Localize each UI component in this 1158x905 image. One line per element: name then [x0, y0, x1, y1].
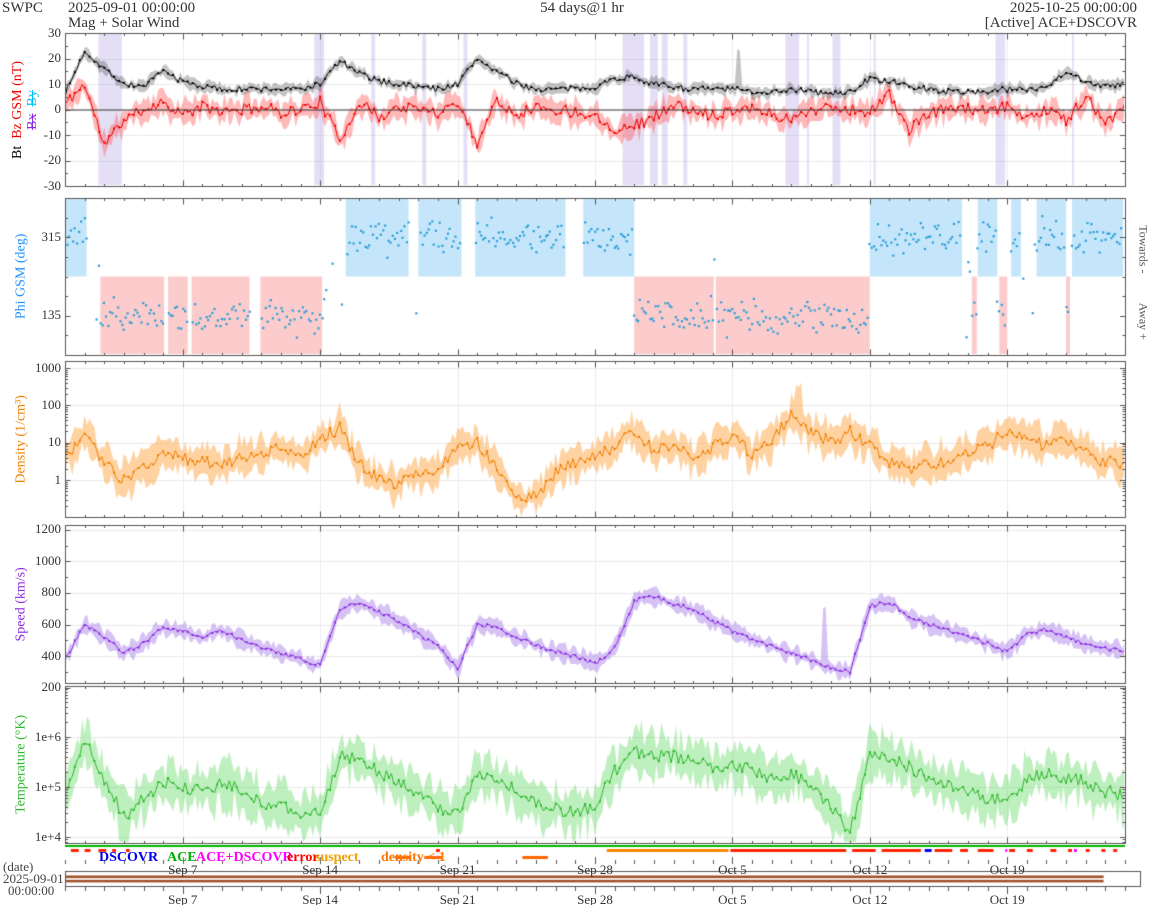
ytick-mag-0: 0 [54, 101, 62, 116]
end-datetime: 2025-10-25 00:00:00 [1009, 0, 1137, 16]
ytick-mag-10: 10 [48, 75, 61, 91]
xtick-label-row1-Oct 5: Oct 5 [718, 862, 747, 877]
away-sector-label: Away + [1136, 302, 1151, 340]
xtick-label-row2-Sep 28: Sep 28 [577, 892, 613, 905]
xtick-label-row2-Sep 7: Sep 7 [168, 892, 198, 905]
xtick-label-row1-Sep 7: Sep 7 [168, 862, 198, 877]
source-status-label: [Active] ACE+DSCOVR [984, 15, 1137, 31]
ytick-temperature-1e+5: 1e+5 [34, 778, 61, 794]
xtick-label-row2-Oct 12: Oct 12 [852, 892, 888, 905]
xtick-label-row2-Sep 14: Sep 14 [302, 892, 339, 905]
ytick-speed-200: 200 [41, 679, 62, 695]
ytick-mag-20: 20 [48, 50, 61, 65]
xtick-label-row1-Oct 19: Oct 19 [989, 862, 1025, 877]
ytick-density-10: 10 [48, 434, 61, 450]
legend-error[interactable]: error [287, 850, 319, 865]
ytick-speed-1000: 1000 [35, 552, 61, 568]
axis-start-date: 2025-09-01 [3, 871, 64, 886]
ytick-speed-600: 600 [41, 616, 62, 632]
plot-title: Mag + Solar Wind [68, 15, 180, 31]
towards-sector-label: Towards - [1136, 225, 1151, 274]
duration-label: 54 days@1 hr [540, 0, 624, 16]
legend-dscovr[interactable]: DSCOVR [99, 850, 159, 865]
ytick-phi-135: 135 [41, 307, 62, 323]
legend-ace-dscovr[interactable]: ACE+DSCOVR [196, 850, 293, 865]
ytick-mag--20: -20 [43, 152, 61, 167]
xtick-label-row1-Sep 14: Sep 14 [302, 862, 339, 877]
legend-density-1[interactable]: density < 1 [381, 850, 446, 865]
temperature-y-axis-label: Temperature (°K) [13, 714, 29, 814]
legend-ace[interactable]: ACE [167, 850, 197, 865]
legend-suspect[interactable]: suspect [315, 850, 359, 865]
swpc-logo-text: SWPC [2, 0, 43, 16]
ytick-density-1000: 1000 [35, 359, 61, 375]
ytick-speed-400: 400 [41, 647, 62, 663]
xtick-label-row2-Sep 21: Sep 21 [439, 892, 476, 905]
start-datetime: 2025-09-01 00:00:00 [68, 0, 196, 16]
ytick-speed-800: 800 [41, 584, 62, 600]
axis-start-time: 00:00:00 [8, 883, 55, 898]
ytick-density-100: 100 [41, 396, 62, 412]
ytick-density-1: 1 [54, 471, 62, 487]
xtick-label-row1-Sep 28: Sep 28 [577, 862, 613, 877]
ytick-mag--10: -10 [43, 126, 61, 142]
ytick-mag--30: -30 [43, 177, 61, 193]
xtick-label-row1-Oct 12: Oct 12 [852, 862, 888, 877]
ytick-speed-1200: 1200 [35, 521, 61, 537]
xtick-label-row2-Oct 19: Oct 19 [989, 892, 1025, 905]
date-axis-caption: (date) [3, 859, 34, 874]
phi-y-axis-label: Phi GSM (deg) [13, 233, 29, 320]
ytick-phi-315: 315 [41, 228, 62, 244]
ytick-temperature-1e+4: 1e+4 [34, 828, 61, 844]
ytick-temperature-1e+6: 1e+6 [34, 728, 61, 744]
xtick-label-row2-Oct 5: Oct 5 [718, 892, 747, 905]
ytick-mag-30: 30 [48, 24, 61, 40]
xtick-label-row1-Sep 21: Sep 21 [439, 862, 476, 877]
